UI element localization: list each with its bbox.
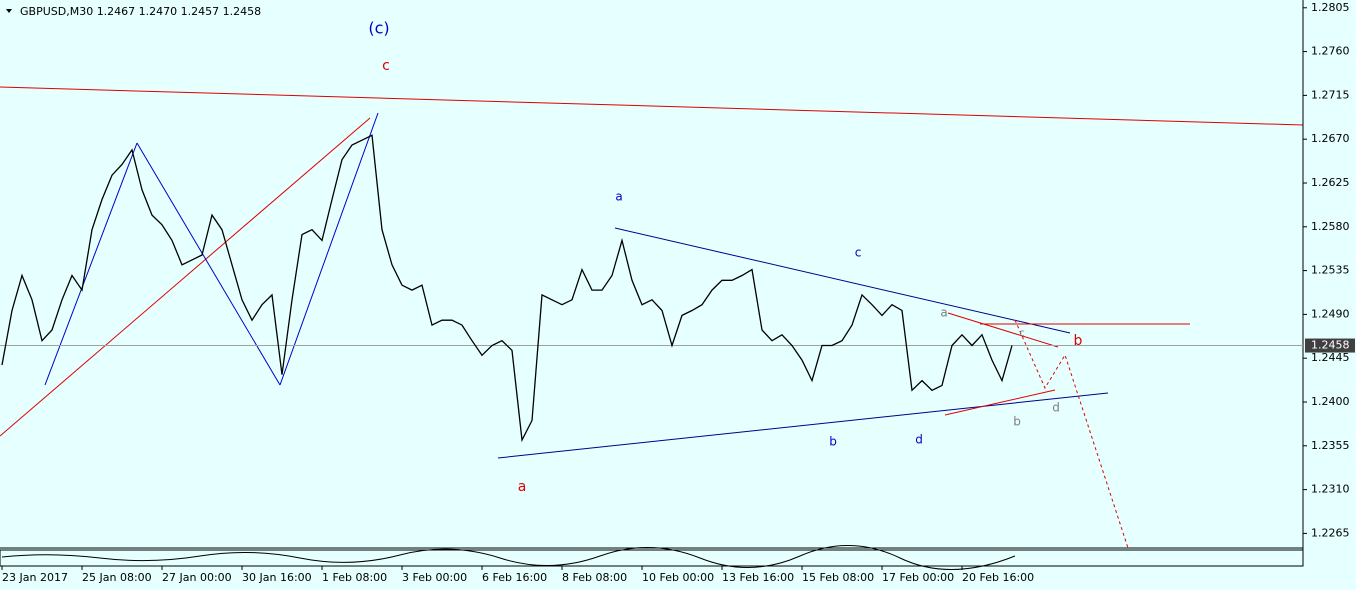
y-tick-label: 1.2310: [1311, 483, 1350, 496]
triangle-line: [947, 312, 1059, 348]
x-tick-label: 3 Feb 00:00: [402, 571, 467, 584]
y-tick-label: 1.2400: [1311, 395, 1350, 408]
x-tick-label: 10 Feb 00:00: [642, 571, 714, 584]
wave-line: [44, 142, 138, 386]
x-tick-label: 6 Feb 16:00: [482, 571, 547, 584]
y-tick-label: 1.2445: [1311, 351, 1350, 364]
wave-label: a: [940, 306, 947, 320]
y-tick-label: 1.2535: [1311, 264, 1350, 277]
triangle-line: [497, 392, 1109, 459]
x-tick-label: 27 Jan 00:00: [162, 571, 232, 584]
y-tick-label: 1.2580: [1311, 220, 1350, 233]
chart-title: GBPUSD,M30 1.2467 1.2470 1.2457 1.2458: [20, 5, 261, 18]
indicator-window: [0, 549, 1304, 567]
x-tick-label: 13 Feb 16:00: [722, 571, 794, 584]
x-tick-label: 25 Jan 08:00: [82, 571, 152, 584]
x-tick-label: 30 Jan 16:00: [242, 571, 312, 584]
indicator-line: [1, 545, 1016, 570]
x-tick-label: 15 Feb 08:00: [802, 571, 874, 584]
x-tick-label: 23 Jan 2017: [2, 571, 68, 584]
y-tick-label: 1.2760: [1311, 45, 1350, 58]
wave-line: [136, 142, 281, 386]
wave-label: b: [1013, 415, 1021, 429]
wave-label: c: [1019, 328, 1025, 339]
trend-line: [0, 117, 371, 437]
wave-label: d: [1052, 401, 1060, 415]
price-line: [1, 134, 1013, 443]
x-tick-label: 8 Feb 08:00: [562, 571, 627, 584]
wave-line: [279, 112, 379, 386]
trend-line: [0, 86, 1304, 126]
x-tick-label: 20 Feb 16:00: [962, 571, 1034, 584]
x-tick-label: 17 Feb 00:00: [882, 571, 954, 584]
title-arrow: [6, 9, 12, 13]
drawings: [0, 86, 1304, 549]
y-tick-label: 1.2625: [1311, 176, 1350, 189]
wave-label: b: [829, 435, 837, 449]
wave-label: a: [518, 479, 527, 495]
wave-label: d: [915, 433, 923, 447]
y-tick-label: 1.2265: [1311, 526, 1350, 539]
projection: [1014, 319, 1129, 549]
y-tick-label: 1.2670: [1311, 132, 1350, 145]
y-tick-label: 1.2715: [1311, 88, 1350, 101]
wave-label: (c): [368, 19, 389, 38]
wave-label: a: [615, 190, 622, 204]
y-tick-label: 1.2490: [1311, 307, 1350, 320]
last-price-label: 1.2458: [1311, 339, 1350, 352]
wave-label: c: [855, 246, 862, 260]
triangle-line: [944, 389, 1056, 416]
wave-label: c: [382, 58, 390, 74]
x-tick-label: 1 Feb 08:00: [322, 571, 387, 584]
y-tick-label: 1.2805: [1311, 1, 1350, 14]
last-price-box: [1305, 338, 1355, 353]
wave-label: b: [1074, 333, 1083, 349]
y-tick-label: 1.2355: [1311, 439, 1350, 452]
triangle-line: [614, 227, 1071, 334]
